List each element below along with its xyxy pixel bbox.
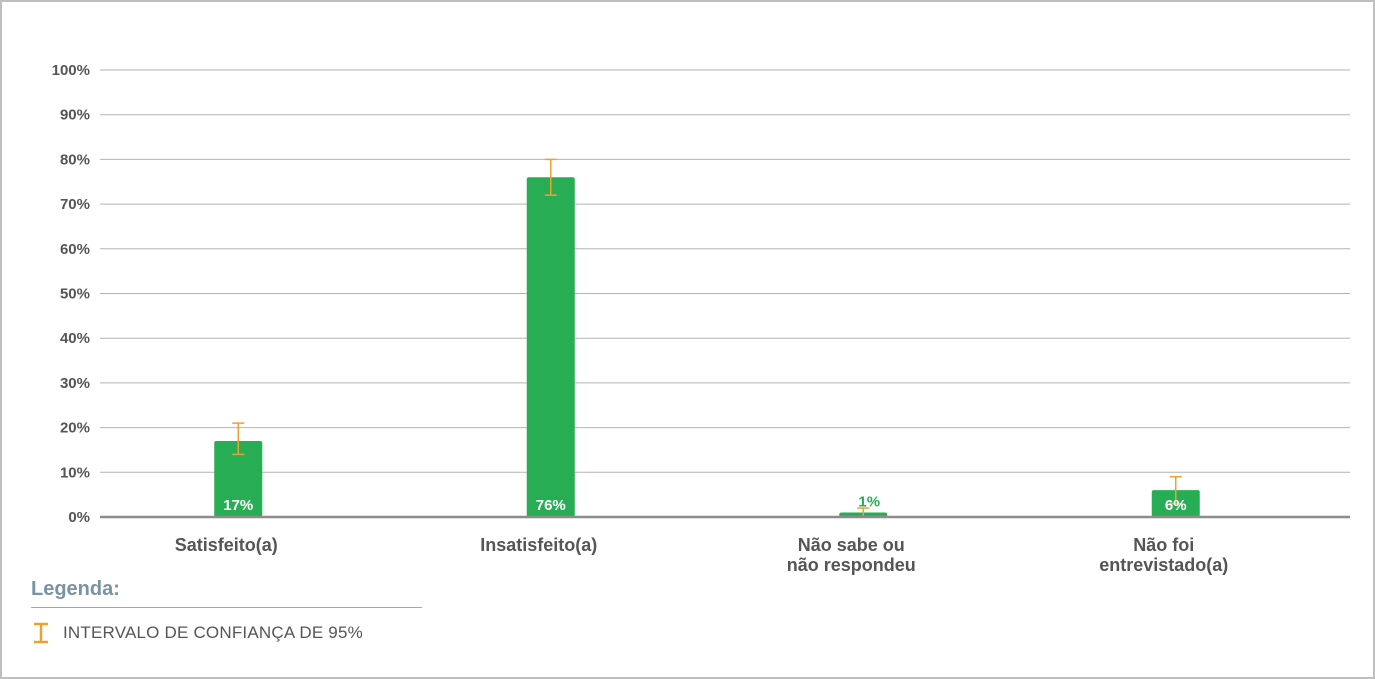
legend-divider — [31, 607, 422, 608]
legend-title: Legenda: — [31, 578, 120, 600]
y-tick-label: 30% — [60, 375, 90, 392]
y-tick-label: 20% — [60, 420, 90, 437]
y-tick-label: 10% — [60, 464, 90, 481]
bar — [214, 441, 263, 517]
y-tick-label: 60% — [60, 241, 90, 258]
x-category-label: não respondeu — [787, 555, 916, 575]
y-tick-label: 50% — [60, 286, 90, 303]
legend-label: INTERVALO DE CONFIANÇA DE 95% — [63, 623, 363, 642]
legend-item-confidence-interval: INTERVALO DE CONFIANÇA DE 95% — [31, 622, 363, 644]
y-tick-label: 0% — [68, 509, 90, 526]
y-tick-label: 90% — [60, 107, 90, 124]
y-tick-label: 40% — [60, 330, 90, 347]
x-category-label: Não sabe ou — [798, 535, 905, 555]
y-tick-label: 70% — [60, 196, 90, 213]
x-category-label: entrevistado(a) — [1099, 555, 1228, 575]
error-bar-icon — [34, 622, 48, 644]
x-category-label: Insatisfeito(a) — [480, 535, 597, 555]
x-category-label: Não foi — [1133, 535, 1194, 555]
y-tick-label: 100% — [52, 62, 90, 79]
bar — [526, 177, 575, 517]
bar-value-label: 1% — [858, 494, 880, 511]
y-tick-label: 80% — [60, 151, 90, 168]
bar-value-label: 17% — [223, 497, 253, 514]
bar-value-label: 76% — [536, 497, 566, 514]
bar-value-label: 6% — [1165, 497, 1187, 514]
x-category-label: Satisfeito(a) — [175, 535, 278, 555]
